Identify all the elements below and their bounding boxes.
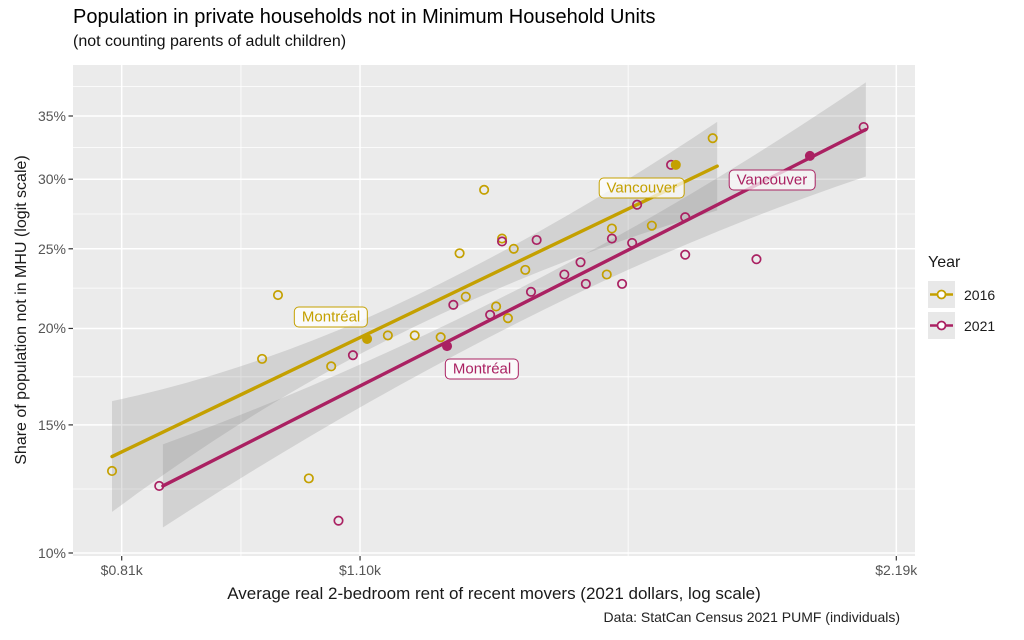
data-point-2021: [580, 278, 591, 289]
confidence-band-2016: [112, 121, 718, 512]
y-tick-label: 20%: [37, 320, 66, 337]
data-point-2016: [491, 301, 502, 312]
data-point-2021: [525, 286, 537, 297]
data-point-2021: [531, 234, 542, 246]
legend-item-2021: 2021: [928, 312, 995, 339]
data-point-2016: [257, 353, 268, 364]
data-point-2016: [382, 330, 393, 341]
y-tick-label: 10%: [37, 544, 66, 561]
data-point-2016: [496, 233, 508, 244]
trend-line-2016: [110, 164, 719, 459]
y-tick-label: 35%: [37, 107, 66, 124]
legend-key-2021-icon: [928, 312, 955, 339]
data-point-2021: [627, 237, 638, 248]
data-point-2016: [409, 330, 420, 341]
data-point-2016: [303, 473, 314, 484]
data-point-2021: [559, 269, 570, 280]
data-point-2021: [751, 254, 762, 265]
city-label-montral-2021: Montréal: [444, 358, 520, 380]
legend: Year 2016 2021: [928, 254, 995, 343]
legend-label-2016: 2016: [964, 286, 996, 303]
data-point-2016: [435, 332, 446, 343]
data-point-2021: [333, 515, 344, 526]
data-point-2016: [479, 184, 490, 195]
legend-title: Year: [928, 254, 961, 271]
y-tick-label: 30%: [37, 171, 66, 188]
city-label-vancouver-2016: Vancouver: [598, 177, 686, 199]
city-label-montral-2016: Montréal: [293, 306, 369, 328]
data-point-2021: [575, 257, 586, 268]
data-point-2016: [454, 248, 465, 259]
legend-label-2021: 2021: [964, 317, 996, 334]
city-point-montral-2021: [442, 341, 453, 352]
x-tick-label: $0.81k: [100, 562, 143, 578]
legend-key-2016-icon: [928, 281, 955, 308]
data-point-2016: [106, 465, 118, 477]
x-axis-title: Average real 2-bedroom rent of recent mo…: [227, 584, 761, 603]
data-point-2016: [707, 133, 718, 144]
legend-item-2016: 2016: [928, 281, 995, 308]
data-point-2016: [601, 269, 612, 280]
data-point-2021: [347, 350, 358, 361]
data-point-2016: [272, 290, 284, 301]
data-point-2021: [858, 121, 869, 133]
data-point-2021: [154, 480, 165, 492]
y-tick-label: 25%: [37, 240, 66, 257]
city-point-vancouver-2021: [804, 150, 815, 161]
data-point-2021: [632, 199, 643, 210]
x-tick-label: $2.19k: [875, 562, 918, 578]
data-point-2021: [448, 299, 459, 310]
y-tick-label: 15%: [37, 416, 66, 433]
data-point-2021: [496, 236, 508, 247]
data-point-2021: [485, 309, 496, 320]
data-point-2016: [326, 361, 337, 372]
confidence-band-2021: [162, 82, 866, 528]
chart-subtitle: (not counting parents of adult children): [73, 33, 347, 50]
x-tick-label: $1.10k: [339, 562, 382, 578]
city-label-vancouver-2021: Vancouver: [728, 169, 816, 191]
city-point-montral-2016: [362, 333, 373, 344]
data-point-2021: [680, 249, 691, 260]
data-point-2021: [617, 278, 628, 289]
city-point-vancouver-2016: [670, 159, 681, 170]
caption: Data: StatCan Census 2021 PUMF (individu…: [603, 609, 900, 625]
data-point-2016: [646, 220, 657, 231]
chart-title: Population in private households not in …: [73, 6, 656, 28]
data-point-2021: [680, 212, 691, 223]
data-point-2021: [606, 233, 617, 244]
data-point-2016: [508, 243, 519, 254]
data-point-2016: [460, 291, 471, 302]
data-point-2016: [520, 264, 531, 275]
data-point-2016: [502, 313, 513, 324]
data-point-2016: [606, 223, 617, 234]
